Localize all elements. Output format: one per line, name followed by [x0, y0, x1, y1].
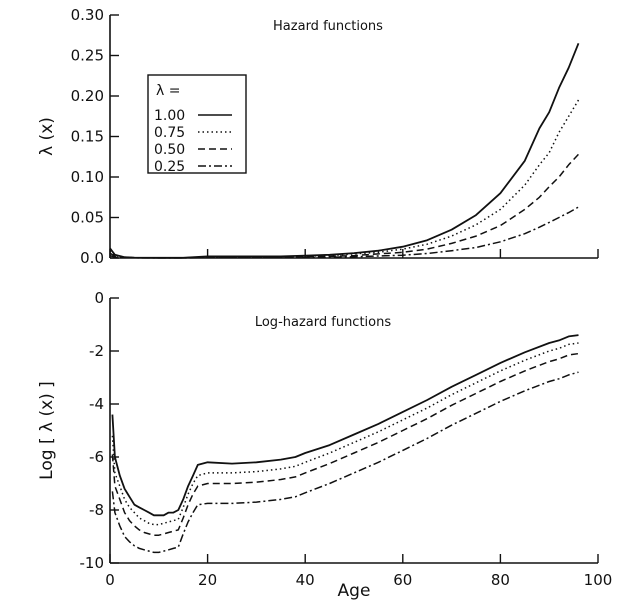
- y-tick-label: 0: [94, 289, 104, 307]
- panel-title: Log-hazard functions: [255, 315, 392, 330]
- y-tick-label: -6: [89, 448, 104, 466]
- y-tick-label: 0.0: [80, 249, 104, 267]
- y-axis-label: Log [ λ (x) ]: [37, 381, 57, 480]
- legend-entry-label: 0.25: [154, 159, 185, 175]
- y-tick-label: -10: [80, 554, 105, 572]
- legend-entry-label: 1.00: [154, 108, 185, 124]
- y-tick-label: -8: [89, 501, 104, 519]
- legend-entry-label: 0.75: [154, 125, 185, 141]
- y-tick-label: 0.10: [71, 168, 104, 186]
- x-tick-label: 80: [491, 571, 510, 589]
- series-line-0.25: [111, 371, 579, 554]
- series-line-0.50: [111, 352, 579, 536]
- y-tick-label: -2: [89, 342, 104, 360]
- y-tick-label: 0.05: [71, 209, 104, 227]
- x-tick-label: 60: [393, 571, 412, 589]
- series-line-0.75: [111, 342, 579, 526]
- y-tick-label: 0.15: [71, 128, 104, 146]
- y-tick-label: 0.30: [71, 6, 104, 24]
- legend-box: [147, 74, 247, 174]
- legend-entry-label: 0.50: [154, 142, 185, 158]
- log-hazard-panel: -10 -8 -6 -4 -2 0 0 20 40 60 80 100 Log-hazard funct…: [37, 289, 612, 601]
- x-axis-label: Age: [338, 581, 371, 601]
- x-tick-label: 0: [105, 571, 115, 589]
- x-tick-label: 100: [584, 571, 613, 589]
- hazard-panel: 0.0 0.05 0.10 0.15 0.20 0.25 0.30 Hazard functi…: [37, 6, 599, 267]
- y-tick-label: 0.20: [71, 87, 104, 105]
- series-line-1.00: [111, 334, 579, 517]
- y-tick-label: 0.25: [71, 47, 104, 65]
- series-line-0.25: [109, 206, 579, 259]
- legend-title: λ =: [156, 83, 180, 99]
- x-tick-label: 40: [296, 571, 315, 589]
- panel-title: Hazard functions: [273, 19, 383, 34]
- y-axis-label: λ (x): [37, 117, 57, 156]
- y-tick-label: -4: [89, 395, 104, 413]
- x-tick-label: 20: [198, 571, 217, 589]
